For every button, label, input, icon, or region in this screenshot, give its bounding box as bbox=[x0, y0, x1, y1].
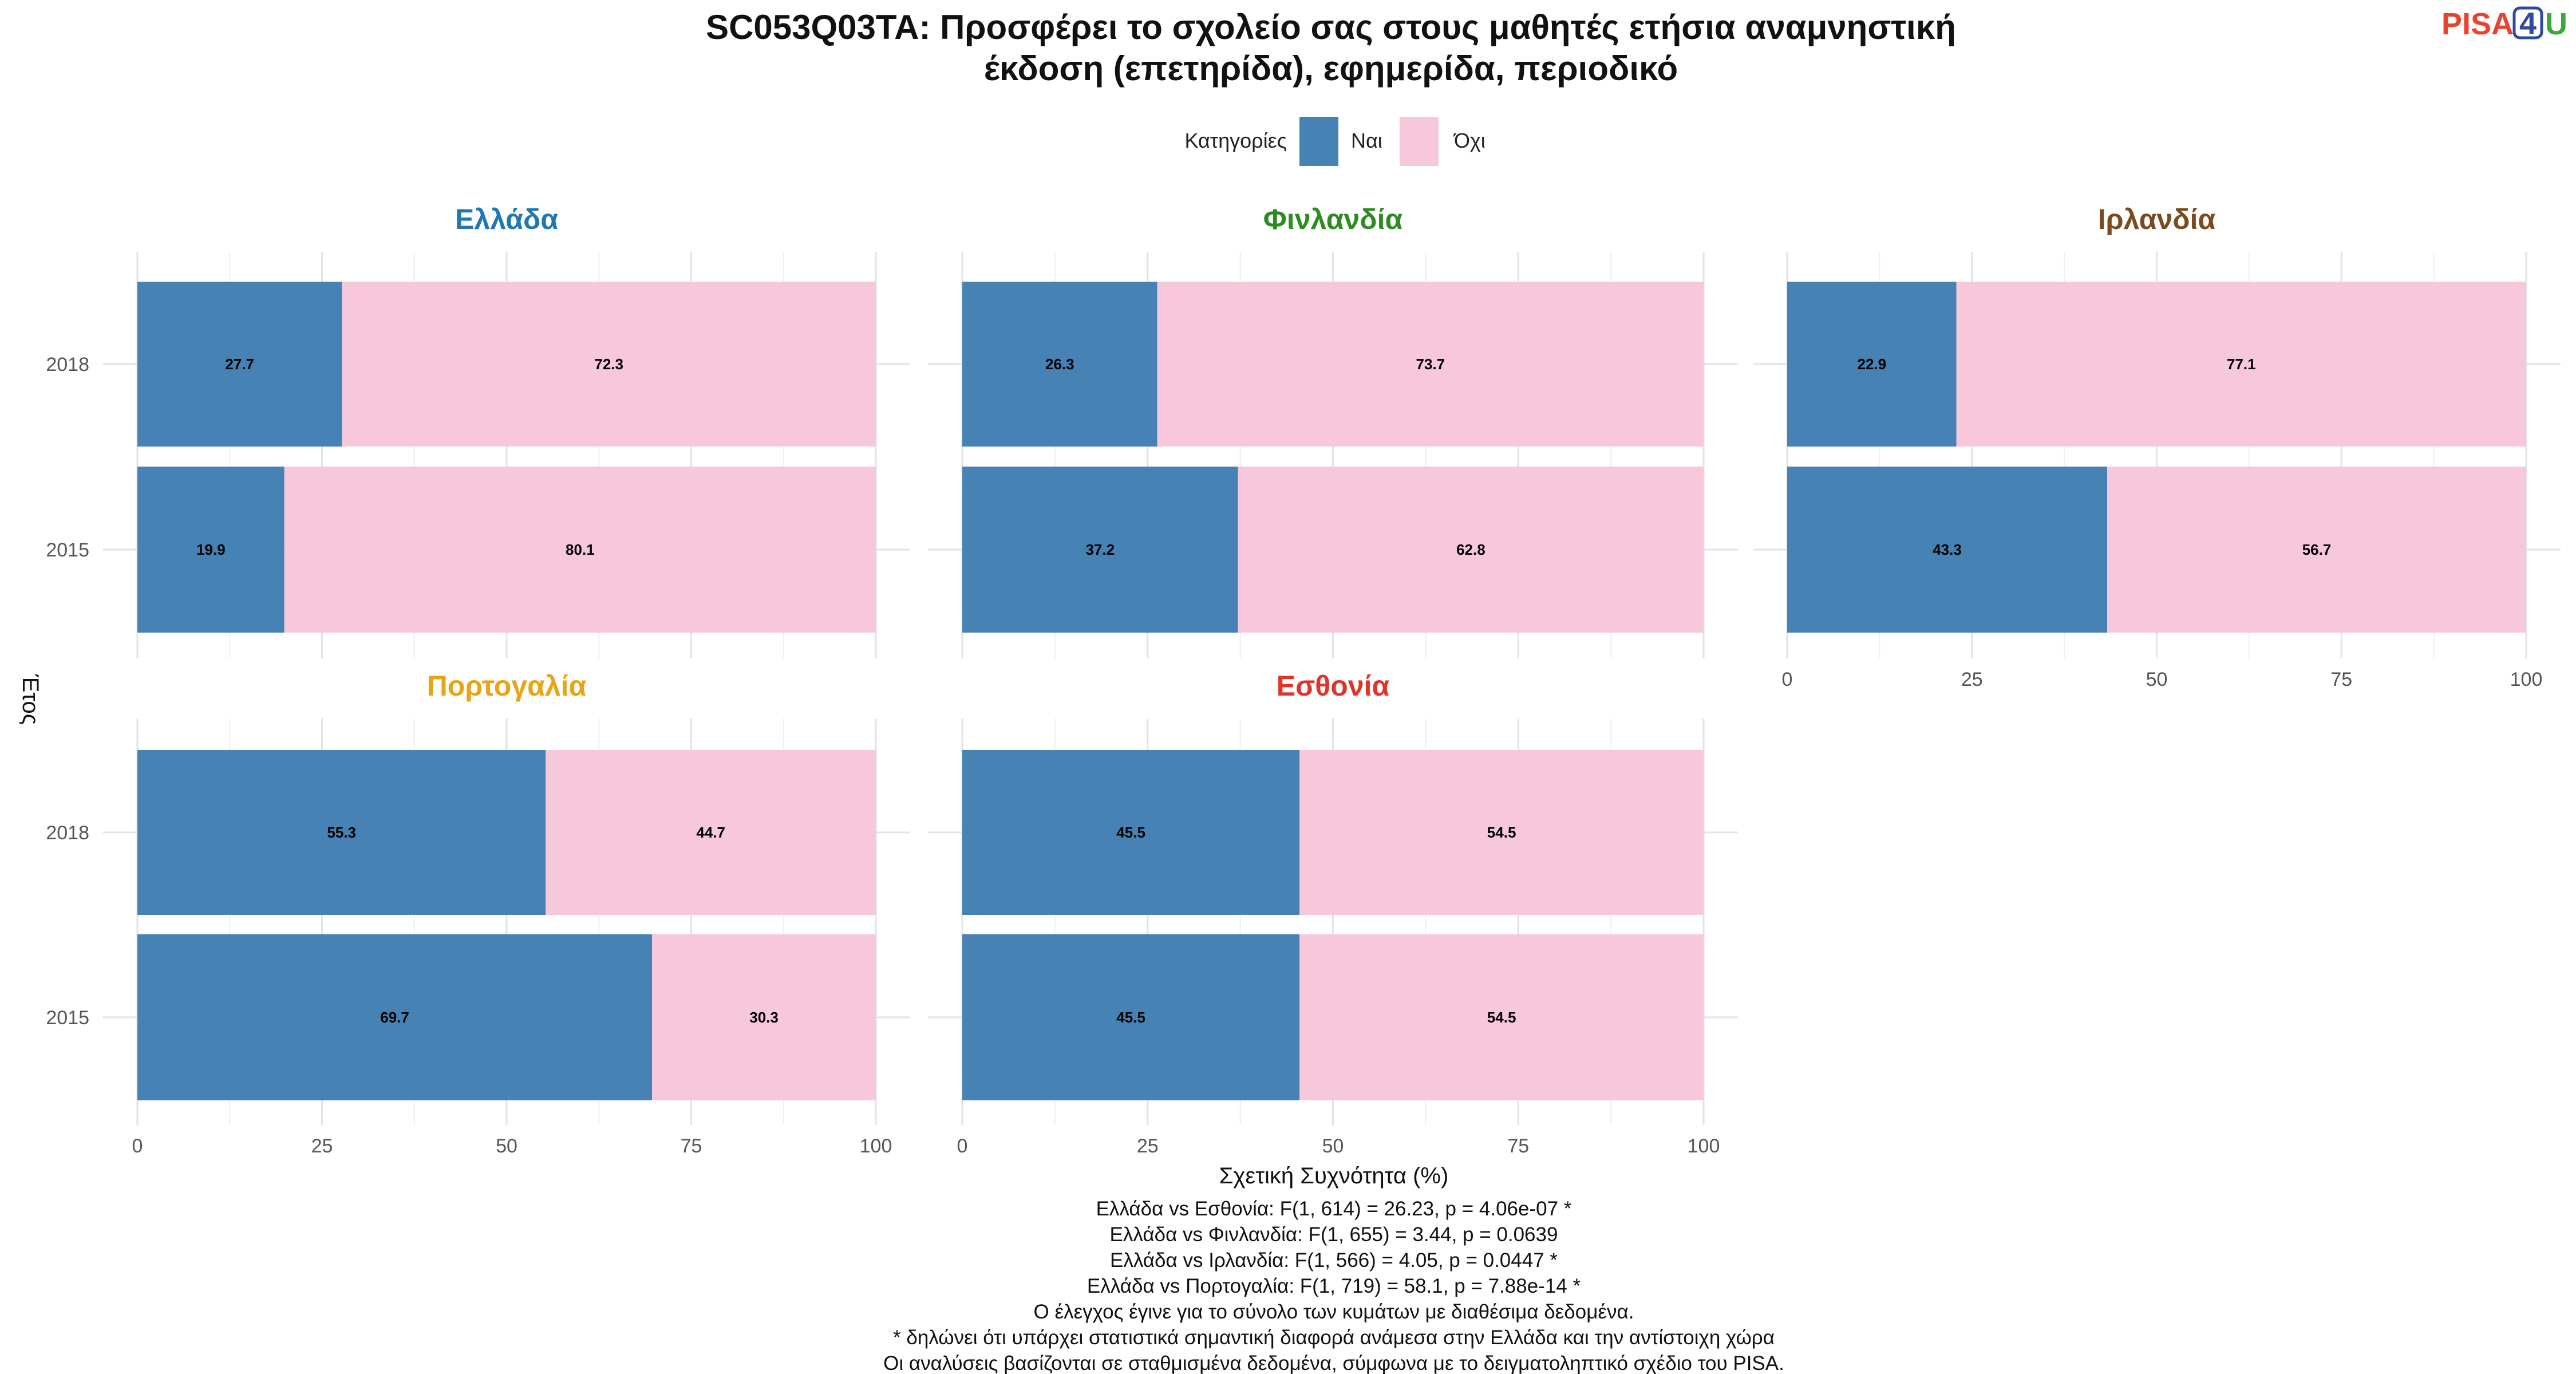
legend-label-ochi: Όχι bbox=[1453, 129, 1485, 152]
bar-φινλανδία-2015-ναι bbox=[962, 467, 1238, 633]
panels: Ελλάδα 27.7 72.3 2018 19.9 80.1 2015 Φινλανδία 2… bbox=[46, 203, 2561, 1157]
panel-title-ιρλανδία: Ιρλανδία bbox=[2098, 203, 2216, 235]
x-tick-label: 50 bbox=[496, 1135, 517, 1157]
footnote-line-3: Ελλάδα vs Ιρλανδία: F(1, 566) = 4.05, p … bbox=[1110, 1249, 1558, 1272]
x-tick-label: 100 bbox=[2510, 669, 2543, 690]
bar-value-label: 44.7 bbox=[696, 824, 725, 841]
logo-text-digit: 4 bbox=[2519, 6, 2537, 41]
bar-value-label: 45.5 bbox=[1116, 1009, 1145, 1026]
bar-ιρλανδία-2015-όχι bbox=[2107, 467, 2526, 633]
bar-ελλάδα-2018-ναι bbox=[137, 282, 342, 447]
bar-value-label: 37.2 bbox=[1086, 541, 1115, 558]
x-axis-title: Σχετική Συχνότητα (%) bbox=[1219, 1163, 1449, 1189]
bar-value-label: 27.7 bbox=[225, 356, 254, 373]
y-tick-label: 2018 bbox=[46, 354, 89, 376]
panel-title-πορτογαλία: Πορτογαλία bbox=[427, 670, 587, 702]
legend-title: Κατηγορίες bbox=[1184, 129, 1287, 152]
bar-value-label: 72.3 bbox=[594, 356, 623, 373]
bar-value-label: 43.3 bbox=[1933, 541, 1962, 558]
bar-value-label: 73.7 bbox=[1416, 356, 1445, 373]
footnote-line-4: Ελλάδα vs Πορτογαλία: F(1, 719) = 58.1, … bbox=[1087, 1275, 1581, 1297]
bar-εσθονία-2015-όχι bbox=[1299, 934, 1704, 1100]
logo-digit-box bbox=[2512, 6, 2543, 40]
x-tick-label: 25 bbox=[1961, 669, 1983, 690]
bar-φινλανδία-2018-όχι bbox=[1157, 282, 1704, 447]
bar-value-label: 69.7 bbox=[380, 1009, 409, 1026]
y-tick-label: 2015 bbox=[46, 1007, 89, 1029]
y-axis-title: Έτος bbox=[18, 674, 43, 725]
x-tick-label: 75 bbox=[681, 1135, 702, 1157]
panel-3: Ιρλανδία 22.9 77.1 43.3 56.7 0 25 50 75 100 bbox=[1753, 203, 2561, 690]
bar-ιρλανδία-2018-ναι bbox=[1787, 282, 1957, 447]
bar-φινλανδία-2015-όχι bbox=[1238, 467, 1704, 633]
panel-1: Ελλάδα 27.7 72.3 2018 19.9 80.1 2015 bbox=[46, 203, 910, 658]
bar-value-label: 62.8 bbox=[1456, 541, 1485, 558]
bar-value-label: 45.5 bbox=[1116, 824, 1145, 841]
bar-πορτογαλία-2018-όχι bbox=[546, 750, 876, 915]
footnote-line-7: Οι αναλύσεις βασίζονται σε σταθμισμένα δ… bbox=[883, 1352, 1784, 1374]
x-tick-label: 100 bbox=[1688, 1135, 1720, 1157]
x-tick-label: 0 bbox=[957, 1135, 968, 1157]
logo-text-pisa: PISA bbox=[2441, 7, 2514, 41]
bar-ελλάδα-2015-όχι bbox=[284, 467, 876, 633]
pisa4u-logo: PISA 4 U bbox=[2441, 6, 2567, 41]
bar-πορτογαλία-2015-ναι bbox=[137, 934, 653, 1100]
bar-value-label: 54.5 bbox=[1487, 1009, 1516, 1026]
bar-ελλάδα-2015-ναι bbox=[137, 467, 285, 633]
bar-value-label: 56.7 bbox=[2302, 541, 2332, 558]
bar-πορτογαλία-2015-όχι bbox=[652, 934, 876, 1100]
footnote-line-2: Ελλάδα vs Φινλανδία: F(1, 655) = 3.44, p… bbox=[1110, 1223, 1558, 1246]
legend: Κατηγορίες Ναι Όχι bbox=[1184, 117, 1485, 166]
bar-εσθονία-2018-όχι bbox=[1299, 750, 1704, 915]
x-tick-label: 25 bbox=[311, 1135, 333, 1157]
footnote-line-1: Ελλάδα vs Εσθονία: F(1, 614) = 26.23, p … bbox=[1096, 1198, 1572, 1220]
x-tick-label: 50 bbox=[1322, 1135, 1344, 1157]
bar-value-label: 54.5 bbox=[1487, 824, 1516, 841]
footnotes: Ελλάδα vs Εσθονία: F(1, 614) = 26.23, p … bbox=[883, 1198, 1784, 1374]
panel-2: Φινλανδία 26.3 73.7 37.2 62.8 bbox=[928, 203, 1738, 658]
bar-value-label: 80.1 bbox=[566, 541, 595, 558]
bar-value-label: 22.9 bbox=[1858, 356, 1887, 373]
y-tick-label: 2015 bbox=[46, 539, 89, 561]
bar-value-label: 77.1 bbox=[2227, 356, 2256, 373]
x-tick-label: 100 bbox=[860, 1135, 892, 1157]
legend-label-nai: Ναι bbox=[1351, 129, 1382, 152]
footnote-line-6: * δηλώνει ότι υπάρχει στατιστικά σημαντι… bbox=[893, 1326, 1775, 1349]
bar-εσθονία-2015-ναι bbox=[962, 934, 1300, 1100]
bar-value-label: 26.3 bbox=[1045, 356, 1074, 373]
bar-ελλάδα-2018-όχι bbox=[342, 282, 876, 447]
y-tick-label: 2018 bbox=[46, 822, 89, 844]
x-tick-label: 75 bbox=[1507, 1135, 1529, 1157]
x-tick-label: 25 bbox=[1137, 1135, 1159, 1157]
legend-swatch-nai bbox=[1299, 117, 1338, 166]
legend-swatch-ochi bbox=[1400, 117, 1439, 166]
footnote-line-5: Ο έλεγχος έγινε για το σύνολο των κυμάτω… bbox=[1034, 1301, 1634, 1323]
logo-text-u: U bbox=[2545, 7, 2567, 41]
x-tick-label: 0 bbox=[132, 1135, 143, 1157]
panel-title-φινλανδία: Φινλανδία bbox=[1263, 203, 1403, 235]
panel-4: Πορτογαλία 55.3 44.7 2018 69.7 30.3 2015 0 25 50 7… bbox=[46, 670, 910, 1157]
x-tick-label: 50 bbox=[2146, 669, 2168, 690]
bar-value-label: 30.3 bbox=[749, 1009, 779, 1026]
bar-value-label: 19.9 bbox=[196, 541, 226, 558]
bar-value-label: 55.3 bbox=[327, 824, 356, 841]
chart-title-line-1: SC053Q03TA: Προσφέρει το σχολείο σας στο… bbox=[706, 8, 1956, 46]
bar-εσθονία-2018-ναι bbox=[962, 750, 1300, 915]
bar-ιρλανδία-2015-ναι bbox=[1787, 467, 2108, 633]
bar-φινλανδία-2018-ναι bbox=[962, 282, 1157, 447]
panel-title-ελλάδα: Ελλάδα bbox=[455, 203, 558, 235]
x-tick-label: 75 bbox=[2330, 669, 2352, 690]
bar-πορτογαλία-2018-ναι bbox=[137, 750, 546, 915]
panel-title-εσθονία: Εσθονία bbox=[1277, 670, 1390, 702]
chart-title-line-2: έκδοση (επετηρίδα), εφημερίδα, περιοδικό bbox=[984, 49, 1678, 88]
x-tick-label: 0 bbox=[1782, 669, 1793, 690]
bar-ιρλανδία-2018-όχι bbox=[1956, 282, 2526, 447]
panel-5: Εσθονία 45.5 54.5 45.5 54.5 0 25 50 75 100 bbox=[928, 670, 1738, 1157]
